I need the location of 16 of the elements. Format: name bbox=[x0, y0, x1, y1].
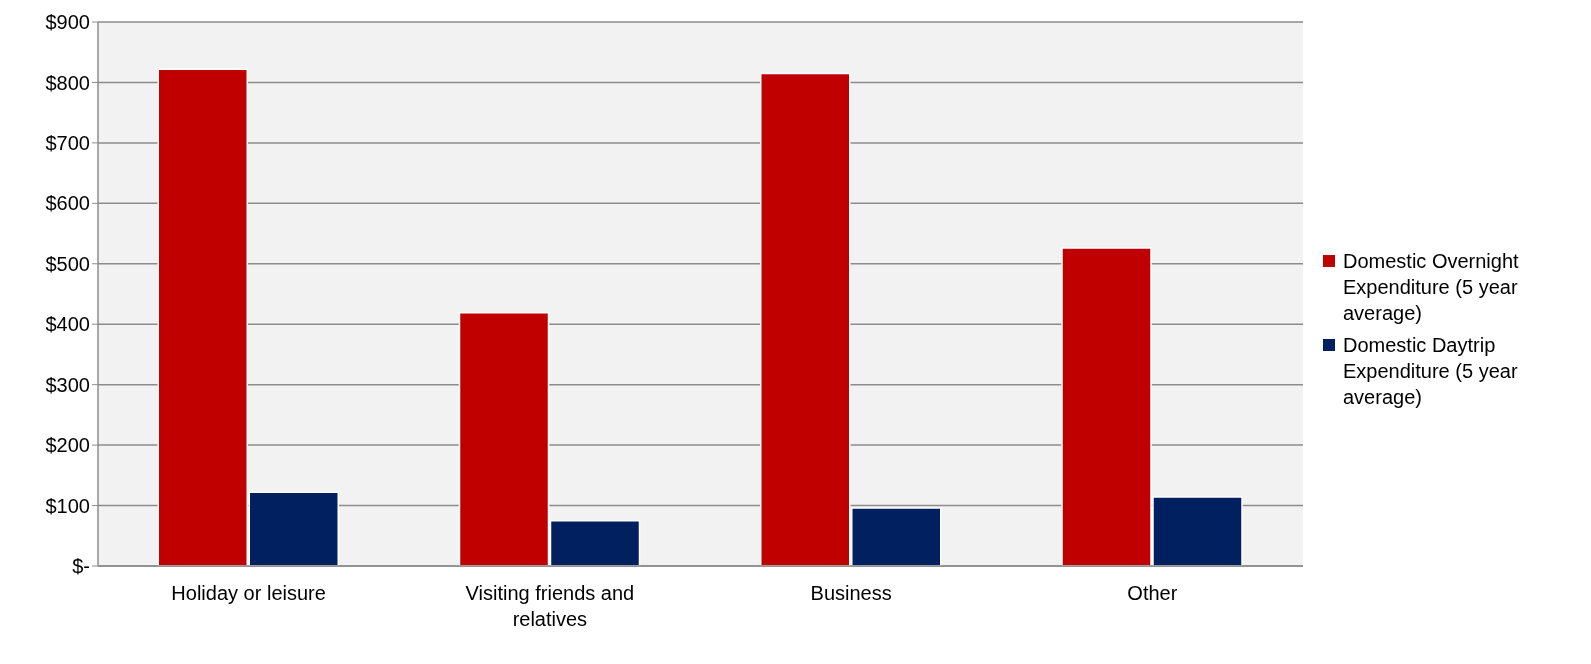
y-tick-label: $700 bbox=[45, 131, 90, 154]
y-tick-label: $100 bbox=[45, 494, 90, 517]
x-tick-label: Other bbox=[1127, 582, 1178, 604]
y-tick-label: $800 bbox=[45, 71, 90, 94]
y-tick-label: $- bbox=[72, 555, 90, 578]
y-tick-label: $200 bbox=[45, 434, 90, 457]
y-tick-label: $900 bbox=[45, 11, 90, 34]
y-tick-label: $300 bbox=[45, 373, 90, 396]
legend-label: Domestic Overnight Expenditure (5 year average) bbox=[1343, 249, 1520, 326]
y-tick-label: $500 bbox=[45, 252, 90, 275]
y-tick-label: $400 bbox=[45, 313, 90, 336]
x-tick-label: Visiting friends and relatives bbox=[465, 582, 635, 630]
x-tick-label: Holiday or leisure bbox=[171, 582, 326, 604]
x-tick-label: Business bbox=[810, 582, 892, 604]
y-tick-label: $600 bbox=[45, 192, 90, 215]
legend-label: Domestic Daytrip Expenditure (5 year average) bbox=[1343, 333, 1519, 410]
